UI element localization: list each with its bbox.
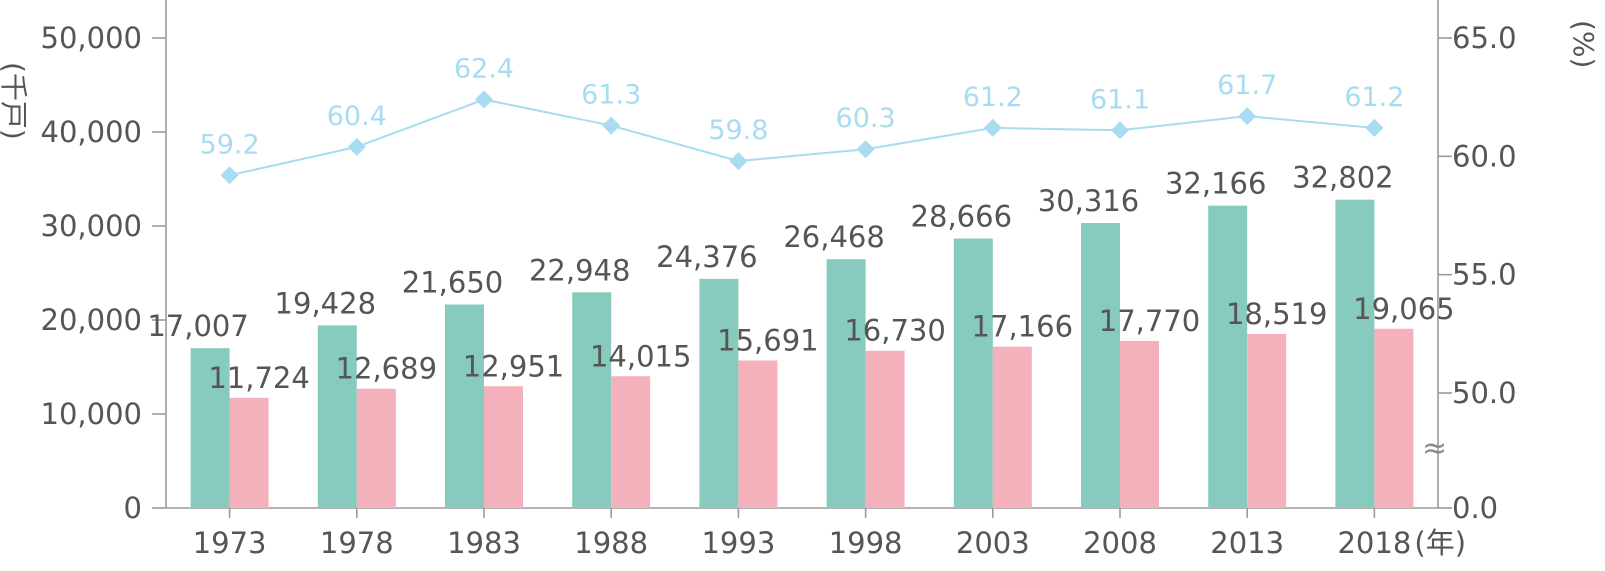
bar-series-2	[865, 350, 905, 508]
bars-layer	[190, 199, 1414, 509]
bar-labels-layer: 17,007 11,724 19,428 12,689 21,650 12,951 22,9…	[147, 161, 1454, 395]
bar-series-2-label: 17,770	[1099, 304, 1200, 338]
bar-series-1	[317, 325, 357, 508]
left-axis-unit: (千戸)	[0, 62, 30, 140]
bar-series-2	[1120, 340, 1159, 508]
rate-marker	[475, 90, 493, 109]
bar-series-2	[611, 376, 651, 508]
left-tick-label: 50,000	[41, 21, 142, 55]
bar-series-2	[229, 397, 269, 508]
x-tick-label: 2003	[956, 526, 1030, 560]
rate-marker	[1238, 107, 1257, 126]
rate-label: 61.3	[581, 80, 641, 111]
bar-series-2	[1247, 333, 1287, 508]
left-tick-label: 10,000	[41, 397, 142, 431]
bar-series-1-label: 32,166	[1165, 167, 1266, 201]
bar-series-1	[572, 292, 612, 508]
rate-marker	[983, 118, 1002, 137]
x-tick-label: 2008	[1083, 526, 1157, 560]
left-tick-label: 40,000	[41, 115, 142, 149]
bar-series-1	[1081, 223, 1120, 508]
rate-label: 59.2	[200, 129, 260, 160]
x-tick-label: 1978	[320, 526, 394, 560]
rate-label: 61.7	[1217, 70, 1277, 101]
rate-line-layer: 59.2 60.4 62.4 61.3 59.8 60.3 61.2 61.1 61.7 61.2	[200, 54, 1404, 185]
bar-series-2	[992, 346, 1032, 508]
rate-line	[229, 98, 1375, 177]
bar-series-2-label: 11,724	[208, 361, 309, 395]
rate-label: 62.4	[454, 54, 514, 85]
rate-marker	[602, 116, 621, 135]
rate-label: 61.2	[1344, 82, 1404, 113]
right-tick-label: 50.0	[1452, 376, 1517, 410]
bar-series-1-label: 32,802	[1292, 161, 1393, 195]
bar-series-1-label: 17,007	[147, 309, 248, 343]
bar-series-2-label: 16,730	[844, 314, 945, 348]
bar-series-1	[826, 259, 866, 508]
bar-series-2-label: 12,951	[463, 349, 564, 383]
rate-marker	[1365, 118, 1384, 137]
bar-series-2-label: 15,691	[717, 324, 818, 358]
rate-label: 61.2	[963, 82, 1023, 113]
rate-label: 60.3	[836, 103, 896, 134]
right-tick-label: 0.0	[1452, 491, 1498, 525]
bar-series-2-label: 18,519	[1226, 297, 1327, 331]
rate-label: 60.4	[327, 101, 387, 132]
right-tick-label: 60.0	[1452, 139, 1517, 173]
x-axis-unit: (年)	[1414, 526, 1466, 560]
x-tick-label: 1998	[829, 526, 903, 560]
bar-series-1	[1208, 205, 1248, 509]
bar-series-1-label: 28,666	[911, 200, 1012, 234]
bar-series-2	[484, 386, 523, 508]
left-tick-label: 30,000	[41, 209, 142, 243]
bar-series-2-label: 17,166	[972, 310, 1073, 344]
x-tick-label: 2018	[1337, 526, 1411, 560]
rate-label: 61.1	[1090, 84, 1150, 115]
bar-series-1-label: 30,316	[1038, 184, 1139, 218]
right-axis-ticks: 0.0 50.0 55.0 60.0 65.0 ≈	[1422, 21, 1517, 525]
bar-series-1	[445, 304, 484, 508]
bar-series-1	[953, 238, 993, 508]
x-tick-label: 2013	[1210, 526, 1284, 560]
left-axis-ticks: 0 10,000 20,000 30,000 40,000 50,000	[41, 21, 166, 525]
bar-series-2-label: 19,065	[1353, 292, 1454, 326]
left-tick-label: 20,000	[41, 303, 142, 337]
x-tick-label: 1983	[447, 526, 521, 560]
x-tick-label: 1988	[574, 526, 648, 560]
axis-break-mark: ≈	[1422, 431, 1447, 466]
rate-marker	[856, 140, 875, 159]
bar-series-2-label: 14,015	[590, 339, 691, 373]
bar-series-1-label: 19,428	[275, 286, 376, 320]
bar-series-2	[738, 360, 778, 508]
x-tick-label: 1993	[701, 526, 775, 560]
rate-marker	[220, 166, 239, 185]
bar-series-1	[699, 278, 739, 508]
rate-marker	[729, 152, 748, 171]
bar-series-1-label: 24,376	[656, 240, 757, 274]
right-tick-label: 55.0	[1452, 258, 1517, 292]
rate-marker	[1111, 121, 1129, 140]
x-tick-label: 1973	[193, 526, 267, 560]
right-axis-unit: (%)	[1567, 20, 1600, 68]
bar-series-1	[190, 348, 230, 508]
right-tick-label: 65.0	[1452, 21, 1517, 55]
bar-series-1-label: 22,948	[529, 253, 630, 287]
left-tick-label: 0	[124, 491, 142, 525]
bar-series-1-label: 26,468	[783, 220, 884, 254]
rate-marker	[347, 137, 366, 156]
bar-series-1-label: 21,650	[402, 265, 503, 299]
bar-series-2	[356, 388, 396, 508]
rate-label: 59.8	[708, 115, 768, 146]
x-axis-ticks: 1973 1978 1983 1988 1993 1998 2003 2008 2013 2018…	[193, 508, 1466, 560]
bar-series-1	[1335, 199, 1375, 508]
bar-series-2	[1374, 328, 1414, 508]
bar-series-2-label: 12,689	[336, 352, 437, 386]
units-layer: (千戸) (%)	[0, 20, 1600, 140]
